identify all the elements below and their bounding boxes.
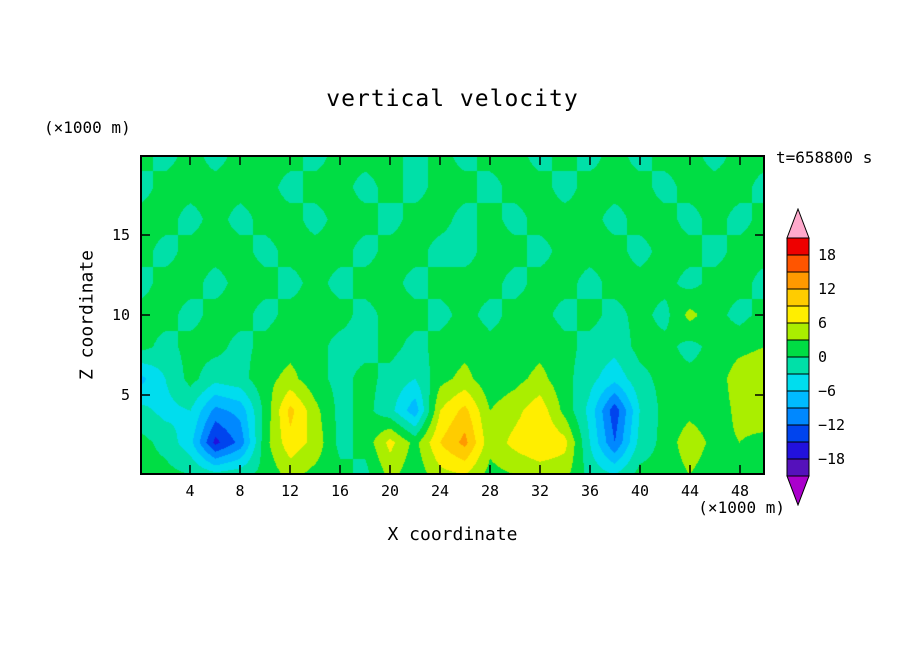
y-axis-title: Z coordinate <box>76 249 98 381</box>
colorbar-tick-label: −12 <box>818 416 845 434</box>
x-tick-label: 32 <box>530 482 550 500</box>
x-tick-label: 44 <box>680 482 700 500</box>
x-tick-label: 40 <box>630 482 650 500</box>
z-tick-label: 5 <box>120 386 130 404</box>
x-tick-label: 16 <box>330 482 350 500</box>
colorbar-tick-label: −18 <box>818 450 845 468</box>
y-axis-unit-label: (×1000 m) <box>44 118 131 137</box>
x-axis-title: X coordinate <box>387 524 518 545</box>
x-tick-label: 8 <box>235 482 245 500</box>
colorbar-tick-label: 6 <box>818 314 827 332</box>
contour-field-canvas <box>140 155 765 475</box>
colorbar-tick-label: 12 <box>818 280 836 298</box>
colorbar-tick-label: 18 <box>818 246 836 264</box>
z-tick-label: 10 <box>111 306 130 324</box>
x-tick-label: 48 <box>730 482 750 500</box>
plot-title: vertical velocity <box>326 86 579 112</box>
x-tick-label: 24 <box>430 482 450 500</box>
x-axis-unit-label: (×1000 m) <box>698 498 785 517</box>
x-tick-label: 4 <box>185 482 195 500</box>
x-tick-label: 36 <box>580 482 600 500</box>
colorbar-tick-label: 0 <box>818 348 827 366</box>
x-tick-label: 28 <box>480 482 500 500</box>
plot-area <box>140 155 765 475</box>
x-tick-label: 20 <box>380 482 400 500</box>
time-label: t=658800 s <box>776 148 873 167</box>
colorbar-tick-label: −6 <box>818 382 836 400</box>
plot-frame-and-ticks <box>140 155 765 475</box>
x-tick-label: 12 <box>280 482 300 500</box>
colorbar: 18 12 6 0 −6 −12 −18 <box>786 208 845 506</box>
z-tick-label: 15 <box>111 226 130 244</box>
